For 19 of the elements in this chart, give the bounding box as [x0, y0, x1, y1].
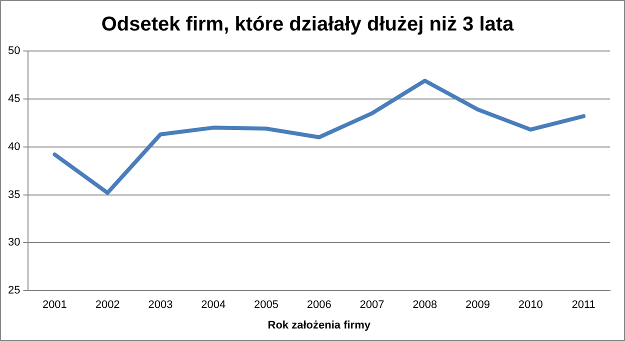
x-tick-label: 2004 [201, 299, 226, 312]
x-tick-label: 2005 [254, 299, 278, 312]
x-axis-title: Rok założenia firmy [268, 319, 372, 332]
x-tick-label: 2001 [42, 299, 67, 312]
y-tick-label: 45 [8, 92, 20, 105]
x-tick-label: 2011 [572, 299, 596, 312]
y-tick-label: 40 [8, 140, 20, 153]
y-tick-label: 25 [8, 284, 20, 297]
y-tick-label: 35 [8, 188, 20, 201]
y-tick-label: 50 [8, 45, 20, 58]
x-tick-label: 2009 [466, 299, 490, 312]
y-tick-label: 30 [8, 236, 20, 249]
x-tick-label: 2010 [518, 299, 543, 312]
x-tick-label: 2008 [412, 299, 438, 312]
x-tick-label: 2002 [95, 299, 120, 312]
x-tick-label: 2006 [306, 299, 332, 312]
x-tick-label: 2003 [148, 299, 173, 312]
x-tick-label: 2007 [360, 299, 384, 312]
chart-title: Odsetek firm, które działały dłużej niż 3 lata [101, 14, 515, 36]
